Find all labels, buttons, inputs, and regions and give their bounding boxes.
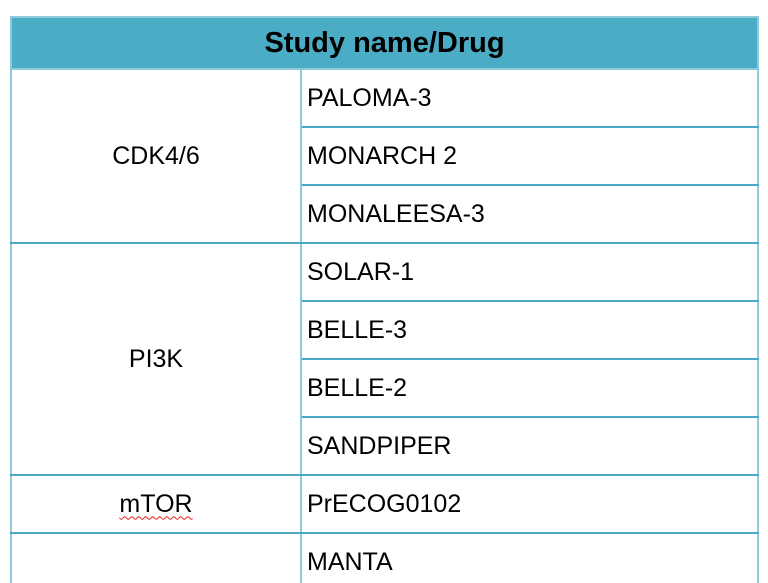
- table-title: Study name/Drug: [10, 16, 759, 70]
- drug-cell-mtor: mTOR: [10, 474, 302, 534]
- table-row: BELLE-2: [11, 358, 759, 418]
- drug-cell-cdk46: CDK4/6: [10, 68, 302, 244]
- table-row: mTOR PrECOG0102: [10, 474, 759, 534]
- table-row: BELLE-3: [11, 300, 759, 360]
- table-row: PI3K SOLAR-1: [10, 242, 759, 476]
- study-cell-solar1: SOLAR-1: [300, 242, 759, 302]
- study-cell-paloma3: PALOMA-3: [300, 68, 759, 128]
- drug-cell-empty: [10, 532, 302, 583]
- study-cell-precog0102: PrECOG0102: [300, 474, 759, 534]
- study-cell-monaleesa3: MONALEESA-3: [300, 184, 759, 244]
- table-row: SANDPIPER: [11, 416, 759, 476]
- study-drug-table: Study name/Drug CDK4/6 PALOMA-3 MONARCH …: [10, 16, 759, 583]
- study-cell-sandpiper: SANDPIPER: [300, 416, 759, 476]
- table-row: CDK4/6 PALOMA-3: [10, 68, 759, 244]
- study-cell-manta: MANTA: [300, 532, 759, 583]
- study-cell-belle2: BELLE-2: [300, 358, 759, 418]
- study-cell-monarch2: MONARCH 2: [300, 126, 759, 186]
- table-header-row: Study name/Drug: [10, 16, 759, 70]
- table-row: MANTA: [10, 532, 759, 583]
- table-row: MONALEESA-3: [11, 184, 759, 244]
- study-cell-belle3: BELLE-3: [300, 300, 759, 360]
- table-row: MONARCH 2: [11, 126, 759, 186]
- mtor-label-with-spellcheck-underline: mTOR: [119, 489, 193, 518]
- drug-cell-pi3k: PI3K: [10, 242, 302, 476]
